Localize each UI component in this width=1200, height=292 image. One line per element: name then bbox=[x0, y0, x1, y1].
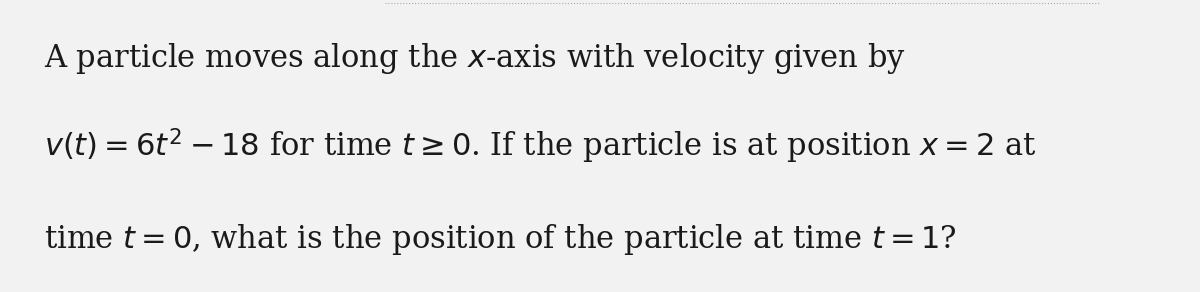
Text: A particle moves along the $x$-axis with velocity given by: A particle moves along the $x$-axis with… bbox=[44, 41, 906, 76]
Text: $v(t) = 6t^2 - 18$ for time $t \geq 0$. If the particle is at position $x = 2$ a: $v(t) = 6t^2 - 18$ for time $t \geq 0$. … bbox=[44, 126, 1037, 166]
Text: time $t = 0$, what is the position of the particle at time $t = 1$?: time $t = 0$, what is the position of th… bbox=[44, 222, 956, 257]
